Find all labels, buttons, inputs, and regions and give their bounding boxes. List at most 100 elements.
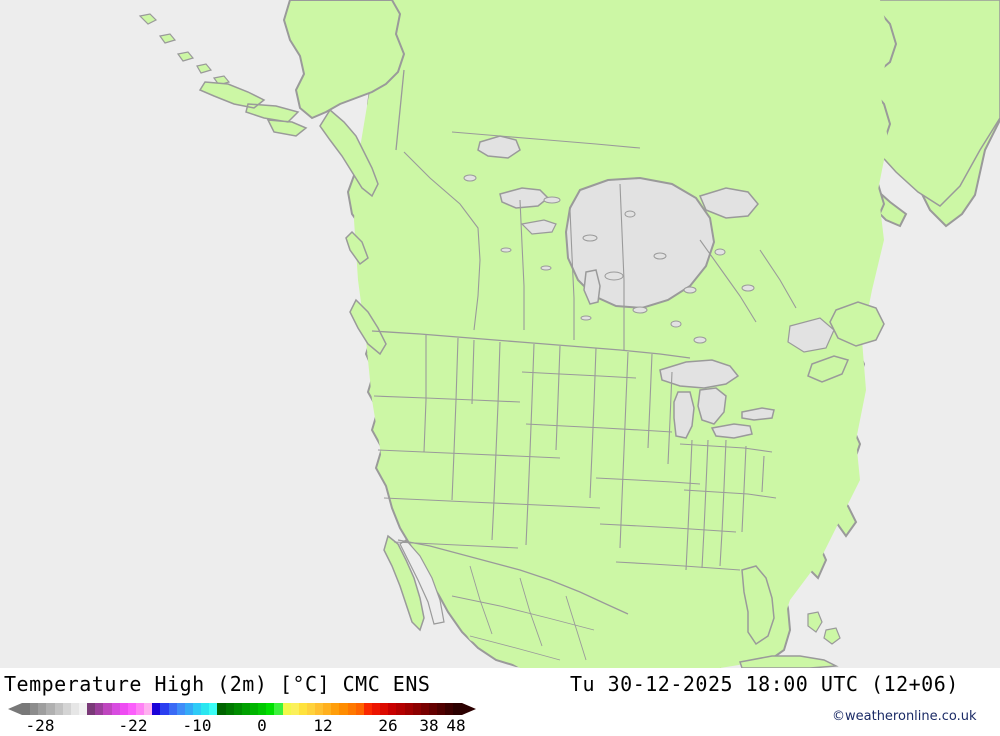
colorbar-segment xyxy=(30,703,39,715)
colorbar-segment xyxy=(437,703,446,715)
colorbar-segment xyxy=(233,703,242,715)
valid-time-label: Tu 30-12-2025 18:00 UTC (12+06) xyxy=(570,672,959,696)
colorbar-low-extend-arrow-icon xyxy=(8,703,22,715)
page-title: Temperature High (2m) [°C] CMC ENS xyxy=(4,672,431,696)
florida-peninsula xyxy=(741,565,775,646)
gulf-of-st-lawrence xyxy=(787,317,835,353)
colorbar-segment xyxy=(412,703,421,715)
mexico-state-borders xyxy=(451,565,595,661)
colorbar-segment xyxy=(209,703,218,715)
alaska-island-chain xyxy=(198,81,308,137)
colorbar-tick-neg28: -28 xyxy=(25,716,55,735)
colorbar-segment xyxy=(62,703,71,715)
colorbar-segment xyxy=(135,703,145,715)
colorbar-segment xyxy=(323,703,332,715)
colorbar-segment xyxy=(298,703,307,715)
colorbar-segment xyxy=(339,703,348,715)
canada-province-borders xyxy=(403,131,797,350)
gulf-of-california xyxy=(399,539,445,625)
colorbar-segment xyxy=(363,703,373,715)
nova-scotia xyxy=(807,355,850,383)
bahamas xyxy=(807,611,841,645)
colorbar-segment xyxy=(201,703,210,715)
baja-california xyxy=(383,534,425,632)
map-panel[interactable] xyxy=(0,0,1000,668)
colorbar-segment xyxy=(355,703,364,715)
haida-gwaii xyxy=(345,230,369,266)
aleutian-islands xyxy=(138,13,231,86)
colorbar-segment xyxy=(315,703,324,715)
colorbar-segment xyxy=(217,703,226,715)
colorbar-segment xyxy=(225,703,234,715)
colorbar[interactable]: -28 -22 -10 0 12 26 38 48 xyxy=(0,701,500,736)
colorbar-segment xyxy=(119,703,128,715)
colorbar-tick-12: 12 xyxy=(313,716,333,735)
lake-michigan xyxy=(673,391,695,439)
great-slave-lake xyxy=(499,187,550,209)
colorbar-segment xyxy=(70,703,79,715)
colorbar-segment xyxy=(241,703,250,715)
lake-ontario xyxy=(741,407,775,421)
colorbar-tick-neg10: -10 xyxy=(182,716,212,735)
colorbar-segment xyxy=(258,703,267,715)
colorbar-segment xyxy=(95,703,104,715)
colorbar-tick-neg22: -22 xyxy=(118,716,148,735)
landmass-alaska-panhandle xyxy=(319,108,379,198)
colorbar-segment xyxy=(38,703,47,715)
north-america-map[interactable] xyxy=(0,0,1000,668)
hudson-bay xyxy=(564,176,716,310)
footer-panel: Temperature High (2m) [°C] CMC ENS Tu 30… xyxy=(0,668,1000,736)
vancouver-island xyxy=(349,298,387,356)
canadian-shield-lakes xyxy=(463,174,755,344)
colorbar-segment xyxy=(22,703,31,715)
colorbar-gradient[interactable] xyxy=(22,703,462,715)
colorbar-segment xyxy=(274,703,283,715)
colorbar-segment xyxy=(404,703,413,715)
colorbar-segment xyxy=(396,703,405,715)
cuba xyxy=(739,655,839,668)
colorbar-segment xyxy=(160,703,169,715)
colorbar-segment xyxy=(306,703,316,715)
lake-huron xyxy=(697,387,727,425)
colorbar-segment xyxy=(152,703,161,715)
us-state-borders-horizontal xyxy=(373,371,777,571)
lake-winnipeg xyxy=(583,269,601,305)
colorbar-segment xyxy=(127,703,136,715)
border-usa-mexico xyxy=(397,539,629,615)
colorbar-segment xyxy=(54,703,63,715)
colorbar-segment xyxy=(380,703,389,715)
colorbar-segment xyxy=(46,703,55,715)
copyright-label: ©weatheronline.co.uk xyxy=(832,709,977,724)
colorbar-high-extend-arrow-icon xyxy=(462,703,476,715)
colorbar-segment xyxy=(372,703,381,715)
colorbar-segment xyxy=(420,703,430,715)
colorbar-segment xyxy=(331,703,340,715)
colorbar-segment xyxy=(184,703,193,715)
colorbar-tick-48: 48 xyxy=(446,716,466,735)
lake-athabasca xyxy=(520,219,557,235)
colorbar-segment xyxy=(103,703,112,715)
colorbar-segment xyxy=(144,703,153,715)
colorbar-segment xyxy=(429,703,438,715)
lake-erie xyxy=(710,423,753,439)
border-usa-canada xyxy=(371,330,691,359)
colorbar-segment xyxy=(176,703,185,715)
colorbar-tick-38: 38 xyxy=(419,716,439,735)
colorbar-segment xyxy=(249,703,259,715)
colorbar-segment xyxy=(168,703,177,715)
landmass-alaska xyxy=(282,0,406,120)
colorbar-segment xyxy=(347,703,356,715)
colorbar-segment xyxy=(78,703,88,715)
colorbar-segment xyxy=(290,703,299,715)
colorbar-segment xyxy=(445,703,454,715)
border-alaska-yukon xyxy=(395,69,405,151)
colorbar-tick-labels: -28 -22 -10 0 12 26 38 48 xyxy=(0,716,500,736)
colorbar-segment xyxy=(192,703,202,715)
colorbar-tick-26: 26 xyxy=(378,716,398,735)
colorbar-segment xyxy=(453,703,462,715)
colorbar-tick-0: 0 xyxy=(257,716,267,735)
colorbar-segment xyxy=(388,703,397,715)
colorbar-segment xyxy=(87,703,96,715)
hudson-bay-inlet xyxy=(698,187,759,219)
